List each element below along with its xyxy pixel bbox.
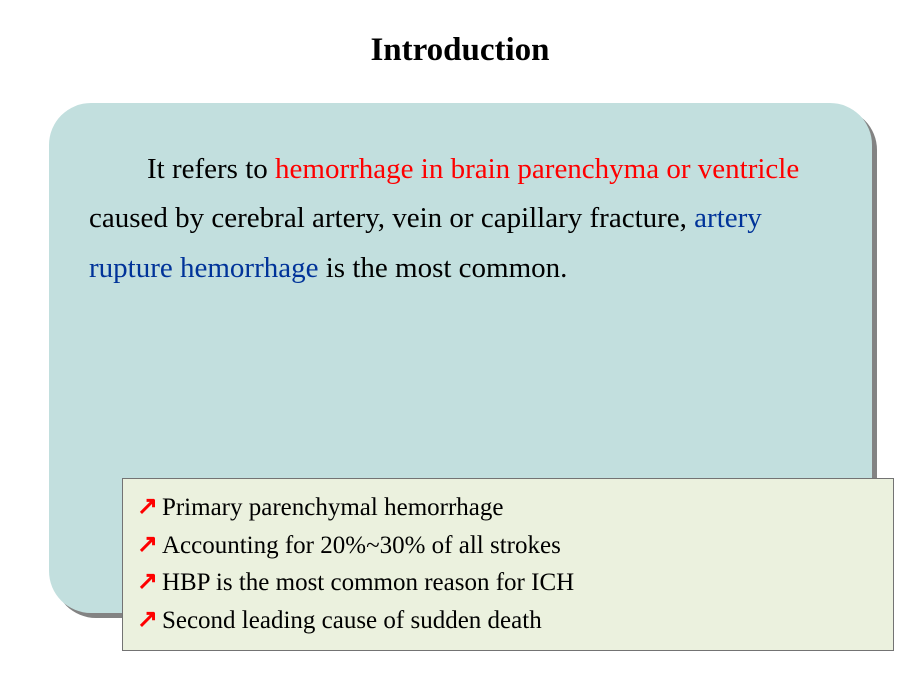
arrow-icon: ↗ (137, 601, 158, 639)
bullet-item: ↗Second leading cause of sudden death (137, 602, 879, 640)
intro-seg-5: is the most common. (318, 252, 567, 284)
bullet-label: Accounting for 20%~30% of all strokes (162, 532, 561, 559)
intro-paragraph: It refers to hemorrhage in brain parench… (89, 145, 832, 293)
arrow-icon: ↗ (137, 526, 158, 564)
bullet-item: ↗HBP is the most common reason for ICH (137, 564, 879, 602)
arrow-icon: ↗ (137, 563, 158, 601)
intro-seg-1: It refers to (147, 153, 275, 185)
bullet-box: ↗Primary parenchymal hemorrhage ↗Account… (122, 478, 894, 651)
bullet-item: ↗Accounting for 20%~30% of all strokes (137, 527, 879, 565)
arrow-icon: ↗ (137, 488, 158, 526)
page-title: Introduction (0, 0, 920, 69)
bullet-label: HBP is the most common reason for ICH (162, 569, 574, 596)
bullet-label: Second leading cause of sudden death (162, 607, 542, 634)
intro-seg-red: hemorrhage in brain parenchyma or ventri… (275, 153, 799, 185)
bullet-label: Primary parenchymal hemorrhage (162, 494, 504, 521)
intro-panel: It refers to hemorrhage in brain parench… (49, 103, 872, 613)
bullet-item: ↗Primary parenchymal hemorrhage (137, 489, 879, 527)
intro-seg-3: caused by cerebral artery, vein or capil… (89, 202, 694, 234)
